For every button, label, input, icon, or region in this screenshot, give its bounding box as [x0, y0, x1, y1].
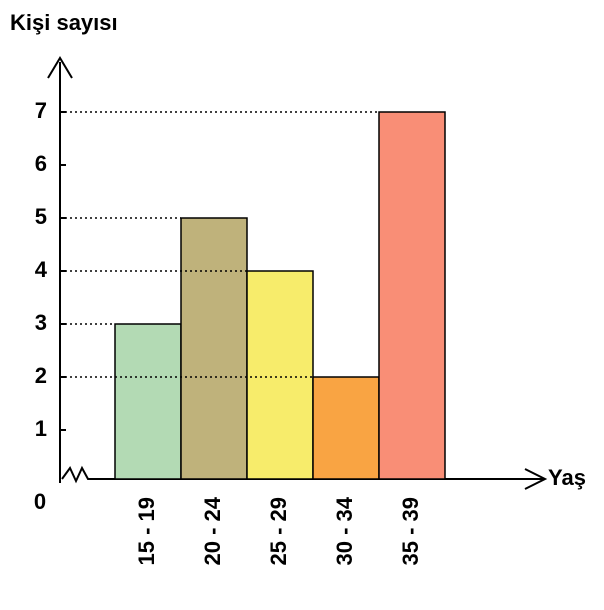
y-tick-label: 5: [35, 204, 47, 229]
x-tick-label: 25 - 29: [266, 497, 291, 566]
x-tick-label: 35 - 39: [398, 497, 423, 566]
x-axis-label: Yaş: [548, 465, 586, 490]
x-tick-label: 20 - 24: [200, 496, 225, 565]
x-axis-arrow: [524, 468, 548, 490]
y-tick-label: 3: [35, 310, 47, 335]
y-tick-label: 2: [35, 363, 47, 388]
bar: [312, 376, 380, 480]
y-axis-arrow: [47, 56, 73, 79]
y-tick-label: 1: [35, 416, 47, 441]
x-tick-label: 30 - 34: [332, 496, 357, 565]
chart-title: Kişi sayısı: [10, 10, 118, 35]
bar: [246, 270, 314, 480]
x-tick-label: 15 - 19: [134, 497, 159, 566]
bar: [378, 111, 446, 480]
y-tick-label: 7: [35, 98, 47, 123]
bar: [180, 217, 248, 480]
y-tick-label: 6: [35, 151, 47, 176]
y-tick-label: 4: [35, 257, 48, 282]
y-tick-label: 0: [34, 489, 46, 514]
bar: [114, 323, 182, 480]
